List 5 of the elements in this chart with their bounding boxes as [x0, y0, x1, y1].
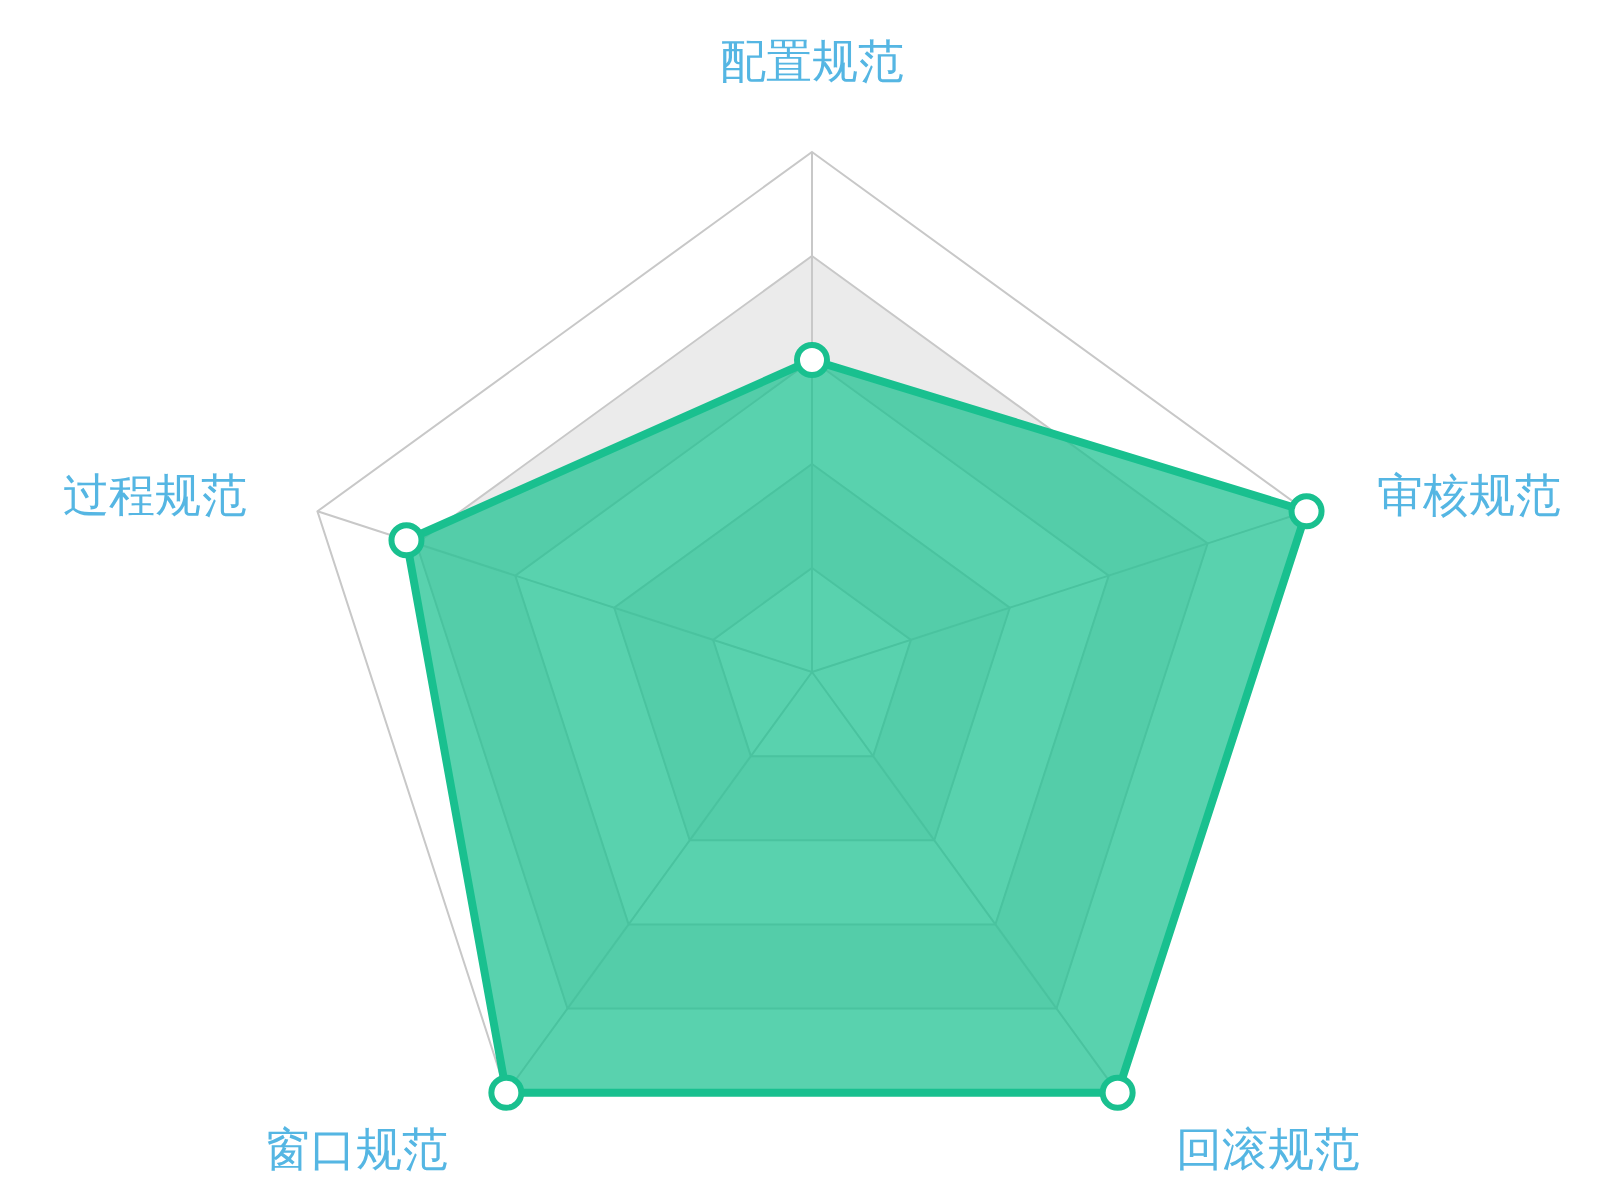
- spoke-label: 回滚规范: [1175, 1121, 1360, 1176]
- spoke-label: 窗口规范: [264, 1121, 449, 1176]
- spoke-label: 审核规范: [1376, 468, 1561, 523]
- spoke-label: 过程规范: [63, 468, 248, 523]
- spoke-label: 配置规范: [720, 34, 904, 88]
